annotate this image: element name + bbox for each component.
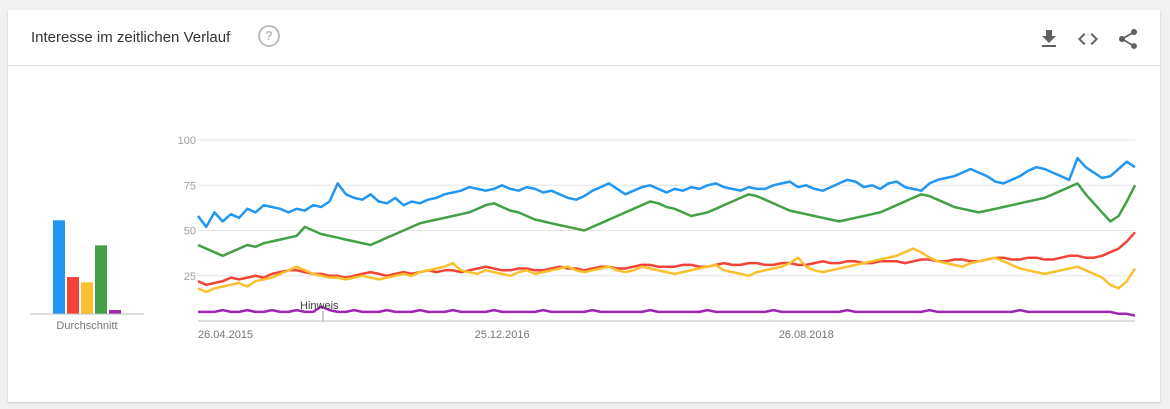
help-circle-icon[interactable]: ?	[258, 25, 280, 47]
line-chart: 25 50 75 100 26.04.2015 25.12.2016 26.08.2018…	[178, 135, 1137, 341]
avg-bar-4	[95, 245, 107, 314]
card-header: Interesse im zeitlichen Verlauf ?	[8, 10, 1160, 66]
series-line-3[interactable]	[197, 247, 1137, 294]
avg-bar-2	[67, 277, 79, 314]
series-line-5[interactable]	[198, 305, 1136, 317]
y-tick-label: 25	[184, 271, 196, 283]
x-tick-label: 25.12.2016	[475, 329, 530, 341]
avg-label: Durchschnitt	[56, 320, 117, 332]
series-line-4[interactable]	[197, 182, 1137, 258]
download-icon[interactable]	[1037, 27, 1061, 51]
share-icon[interactable]	[1116, 27, 1140, 51]
y-tick-label: 75	[184, 180, 196, 192]
y-tick-label: 100	[178, 135, 196, 147]
x-tick-label: 26.04.2015	[198, 329, 253, 341]
avg-bar-5	[109, 310, 121, 314]
embed-code-icon[interactable]	[1076, 27, 1100, 51]
y-tick-label: 50	[184, 226, 196, 238]
avg-bar-1	[53, 220, 65, 314]
x-tick-label: 26.08.2018	[779, 329, 834, 341]
average-bar-chart: Durchschnitt	[30, 220, 144, 332]
card-title: Interesse im zeitlichen Verlauf	[31, 29, 231, 46]
interest-over-time-card: Interesse im zeitlichen Verlauf ? Durchs…	[8, 10, 1160, 402]
note-label[interactable]: Hinweis	[300, 300, 339, 312]
series-line-1[interactable]	[197, 156, 1136, 229]
avg-bar-3	[81, 282, 93, 314]
